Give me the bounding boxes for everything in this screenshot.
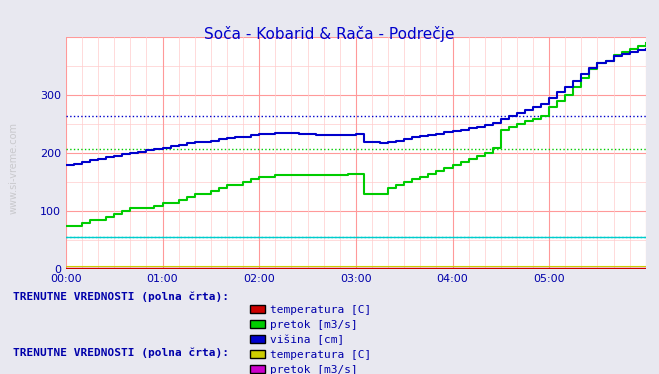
Text: pretok [m3/s]: pretok [m3/s] — [270, 365, 358, 374]
Text: TRENUTNE VREDNOSTI (polna črta):: TRENUTNE VREDNOSTI (polna črta): — [13, 292, 229, 302]
Text: pretok [m3/s]: pretok [m3/s] — [270, 320, 358, 329]
Text: www.si-vreme.com: www.si-vreme.com — [8, 122, 18, 214]
Text: Soča - Kobarid & Rača - Podrečje: Soča - Kobarid & Rača - Podrečje — [204, 26, 455, 42]
Text: temperatura [C]: temperatura [C] — [270, 305, 372, 315]
Text: temperatura [C]: temperatura [C] — [270, 350, 372, 359]
Text: TRENUTNE VREDNOSTI (polna črta):: TRENUTNE VREDNOSTI (polna črta): — [13, 348, 229, 358]
Text: višina [cm]: višina [cm] — [270, 334, 345, 345]
